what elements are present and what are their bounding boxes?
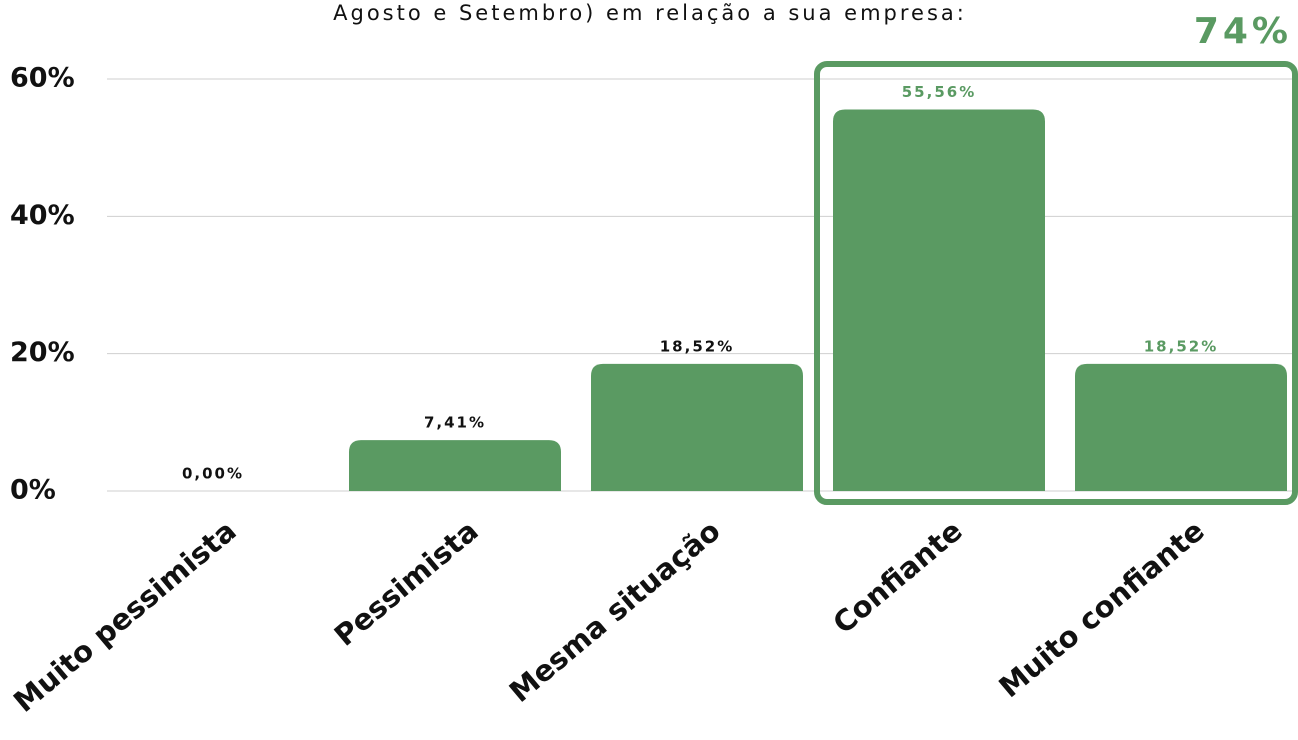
- x-tick-label: Muito confiante: [992, 513, 1210, 704]
- y-tick-label: 0%: [10, 475, 56, 506]
- data-label: 7,41%: [424, 414, 486, 432]
- bar: [349, 440, 561, 491]
- x-tick-label: Muito pessimista: [7, 513, 243, 718]
- x-tick-label: Mesma situação: [503, 513, 727, 709]
- x-tick-label: Pessimista: [328, 513, 485, 652]
- bar: [1075, 363, 1287, 491]
- y-tick-label: 60%: [10, 63, 75, 94]
- y-tick-label: 20%: [10, 337, 75, 368]
- bar: [833, 109, 1045, 491]
- chart-title: Agosto e Setembro) em relação a sua empr…: [333, 1, 967, 25]
- data-label: 18,52%: [660, 337, 734, 355]
- data-label: 55,56%: [902, 83, 976, 101]
- data-label: 0,00%: [182, 465, 244, 483]
- x-tick-label: Confiante: [826, 513, 968, 640]
- data-label: 18,52%: [1144, 337, 1218, 355]
- bar: [591, 363, 803, 491]
- annotation: 74%: [1194, 11, 1292, 52]
- highlight-box: [814, 61, 1298, 505]
- y-tick-label: 40%: [10, 200, 75, 231]
